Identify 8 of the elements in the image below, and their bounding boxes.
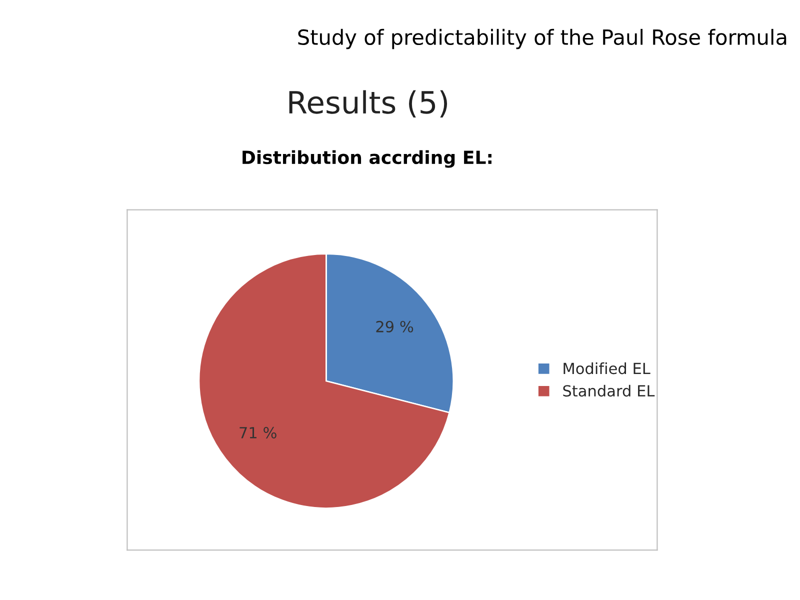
chart-title: Study of predictability of the Paul Rose formula [298, 28, 786, 50]
data-label: 71 % [240, 426, 276, 438]
data-label: 29 % [376, 320, 414, 332]
legend-label: Standard EL [563, 384, 655, 397]
text: Distribution accrding EL: [242, 150, 492, 168]
chart-subtitle: Results (5) [289, 90, 448, 118]
legend-label: Modified EL [564, 362, 650, 374]
pie-slice [198, 253, 450, 509]
